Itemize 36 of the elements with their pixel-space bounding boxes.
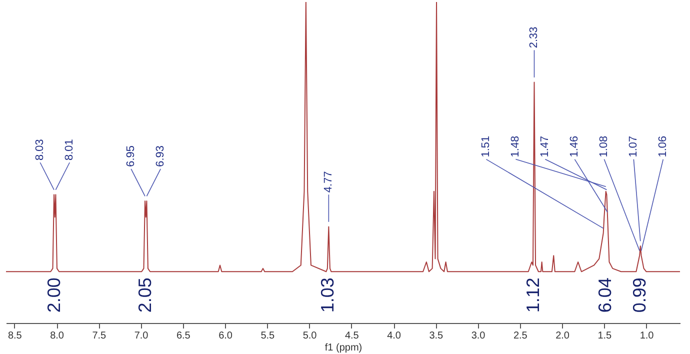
x-tick-label: 2.5 bbox=[513, 330, 528, 342]
annotation: 8.03 bbox=[34, 139, 46, 160]
annotation: 1.07 bbox=[628, 136, 640, 158]
x-tick-label: 8.0 bbox=[50, 330, 64, 342]
annotation: 1.48 bbox=[510, 136, 522, 158]
annotation: 6.04 bbox=[594, 278, 615, 313]
x-tick-label: 8.5 bbox=[8, 330, 22, 342]
annotation: 2.33 bbox=[528, 26, 540, 48]
x-tick-label: 1.5 bbox=[598, 330, 612, 342]
x-tick-label: 3.5 bbox=[429, 330, 444, 342]
x-tick-label: 6.0 bbox=[218, 330, 233, 342]
x-tick-label: 7.5 bbox=[92, 330, 107, 342]
annotation: 1.51 bbox=[480, 136, 492, 158]
x-tick-label: 5.5 bbox=[260, 330, 276, 342]
annotation: 6.93 bbox=[154, 146, 167, 167]
annotation: 1.12 bbox=[523, 278, 544, 313]
annotation: 8.01 bbox=[64, 139, 76, 160]
x-tick-label: 1.0 bbox=[640, 330, 654, 342]
x-tick-label: 3.0 bbox=[471, 330, 486, 342]
x-tick-label: 4.0 bbox=[387, 330, 402, 342]
x-axis-title: f1 (ppm) bbox=[324, 342, 362, 354]
annotation: 1.03 bbox=[318, 278, 338, 313]
x-tick-label: 5.0 bbox=[302, 330, 318, 342]
annotation: 0.99 bbox=[629, 278, 650, 313]
annotation: 6.95 bbox=[125, 146, 138, 167]
annotation: 4.77 bbox=[322, 171, 335, 193]
annotation: 1.06 bbox=[657, 136, 670, 158]
annotation: 2.00 bbox=[44, 278, 64, 313]
x-tick-label: 2.0 bbox=[556, 330, 570, 342]
annotation: 2.05 bbox=[134, 278, 155, 313]
annotation: 1.08 bbox=[598, 136, 610, 158]
x-tick-label: 4.5 bbox=[344, 330, 360, 342]
annotation: 1.46 bbox=[568, 136, 581, 158]
x-tick-label: 7.0 bbox=[134, 330, 149, 342]
x-tick-label: 6.5 bbox=[176, 330, 191, 342]
annotation: 1.47 bbox=[539, 136, 552, 158]
